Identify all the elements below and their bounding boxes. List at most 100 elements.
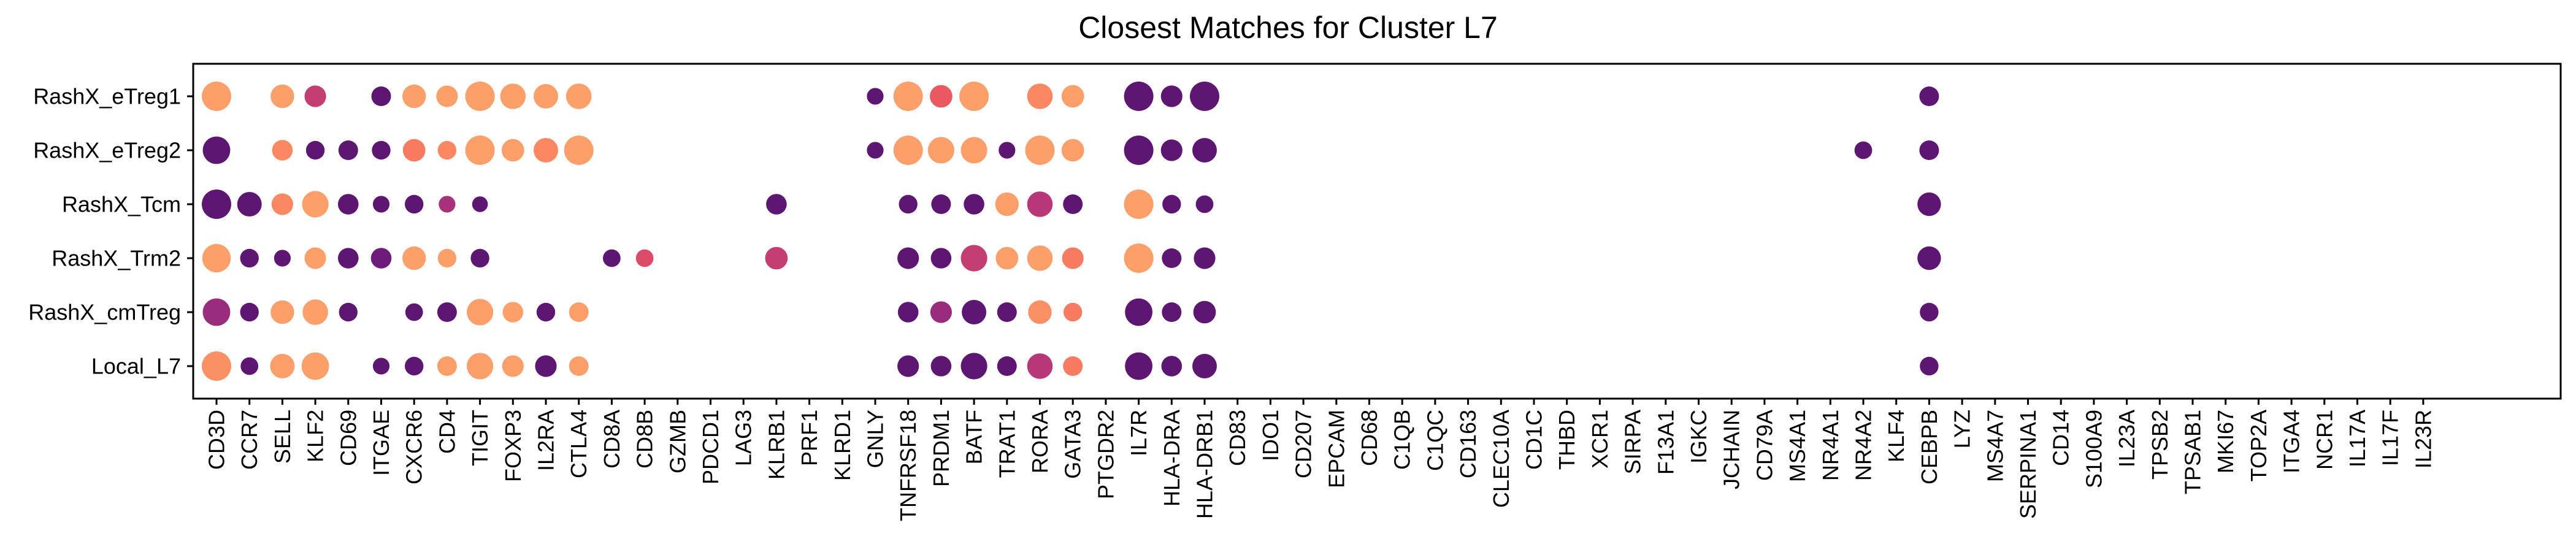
- dot: [1192, 138, 1217, 163]
- dot: [202, 298, 231, 326]
- dot: [1192, 354, 1217, 378]
- dot: [897, 247, 919, 269]
- dot: [1027, 245, 1053, 271]
- column-label: IL17A: [2345, 410, 2370, 467]
- dot: [1124, 189, 1154, 219]
- dot: [439, 196, 456, 213]
- column-label: KLRB1: [764, 410, 789, 480]
- column-labels: CD3D CCR7 SELL KLF2 CD69 ITGAE CXCR6 CD4 TIGIT FO…: [204, 399, 2436, 521]
- column-label: CCR7: [237, 410, 262, 470]
- row-label: RashX_Tcm: [62, 192, 181, 217]
- dot: [1061, 139, 1084, 162]
- column-label: ITGAE: [369, 410, 394, 476]
- column-label: PDCD1: [698, 410, 723, 484]
- column-label: CD69: [335, 410, 361, 466]
- dot: [402, 84, 426, 109]
- row-label: RashX_Trm2: [52, 246, 181, 271]
- dot: [202, 351, 231, 381]
- dot: [960, 245, 987, 272]
- column-label: TOP2A: [2246, 410, 2271, 481]
- column-label: IL17F: [2378, 410, 2403, 466]
- column-label: EPCAM: [1324, 410, 1349, 488]
- column-label: NR4A1: [1818, 410, 1843, 481]
- dot: [569, 302, 589, 322]
- column-label: CD8B: [632, 410, 657, 469]
- plot-frame: [192, 63, 2562, 400]
- dot: [272, 140, 293, 161]
- dot: [470, 248, 489, 268]
- dot: [867, 142, 884, 159]
- dot: [1027, 83, 1053, 109]
- column-label: TPSAB1: [2180, 410, 2206, 494]
- column-label: CD4: [434, 410, 459, 454]
- dot: [237, 192, 262, 216]
- dot: [999, 142, 1016, 159]
- column-label: CD8A: [599, 410, 624, 469]
- dot: [467, 353, 494, 380]
- column-label: PTGDR2: [1093, 410, 1118, 499]
- dot: [304, 247, 326, 269]
- dot: [302, 299, 328, 325]
- column-label: TNFRSF18: [895, 410, 921, 521]
- dot: [437, 356, 457, 376]
- dot: [1160, 139, 1183, 161]
- dot: [467, 299, 494, 326]
- dot: [1919, 86, 1939, 106]
- dot: [270, 84, 294, 109]
- column-label: PRDM1: [929, 410, 954, 487]
- dot: [897, 355, 919, 377]
- dot: [1161, 356, 1183, 377]
- dot: [437, 248, 457, 268]
- dot: [437, 302, 457, 322]
- column-label: SELL: [270, 410, 295, 464]
- dot: [930, 356, 952, 377]
- column-label: CD163: [1455, 410, 1481, 478]
- column-label: CLEC10A: [1489, 410, 1514, 508]
- dot: [338, 194, 359, 215]
- dot: [1028, 300, 1052, 324]
- dot: [372, 140, 391, 160]
- dot: [302, 191, 329, 218]
- column-label: HLA-DRA: [1159, 410, 1184, 507]
- dot: [897, 302, 919, 323]
- column-label: BATF: [962, 410, 987, 464]
- dot: [635, 249, 654, 267]
- dot: [405, 356, 424, 376]
- column-label: CEBPB: [1917, 410, 1942, 484]
- column-label: C1QB: [1390, 410, 1415, 470]
- dot: [535, 355, 557, 377]
- dot: [1854, 141, 1873, 159]
- column-label: RORA: [1027, 410, 1052, 473]
- dot: [500, 83, 526, 109]
- dot: [867, 88, 884, 105]
- dot: [1917, 192, 1941, 216]
- dot: [765, 247, 788, 270]
- dot: [1195, 195, 1214, 213]
- dot: [962, 300, 987, 324]
- dot: [1162, 194, 1181, 214]
- dot: [465, 82, 495, 111]
- dot: [930, 85, 953, 108]
- dot: [1194, 247, 1216, 269]
- dot: [931, 194, 951, 214]
- column-label: TRAT1: [994, 410, 1019, 478]
- column-label: PRF1: [797, 410, 822, 466]
- column-label: NR4A2: [1851, 410, 1876, 481]
- dot: [436, 85, 458, 107]
- column-label: F13A1: [1653, 410, 1678, 475]
- dot: [405, 303, 423, 321]
- dot: [301, 352, 329, 380]
- column-label: XCR1: [1587, 410, 1612, 469]
- dot: [960, 137, 987, 164]
- column-label: GATA3: [1060, 410, 1086, 479]
- dot: [1063, 194, 1083, 214]
- column-label: IL23R: [2410, 410, 2436, 469]
- dot: [1917, 246, 1941, 270]
- dot: [964, 194, 984, 215]
- dot: [370, 248, 392, 269]
- dot: [338, 248, 359, 269]
- column-label: CD68: [1357, 410, 1382, 466]
- dot: [371, 86, 391, 106]
